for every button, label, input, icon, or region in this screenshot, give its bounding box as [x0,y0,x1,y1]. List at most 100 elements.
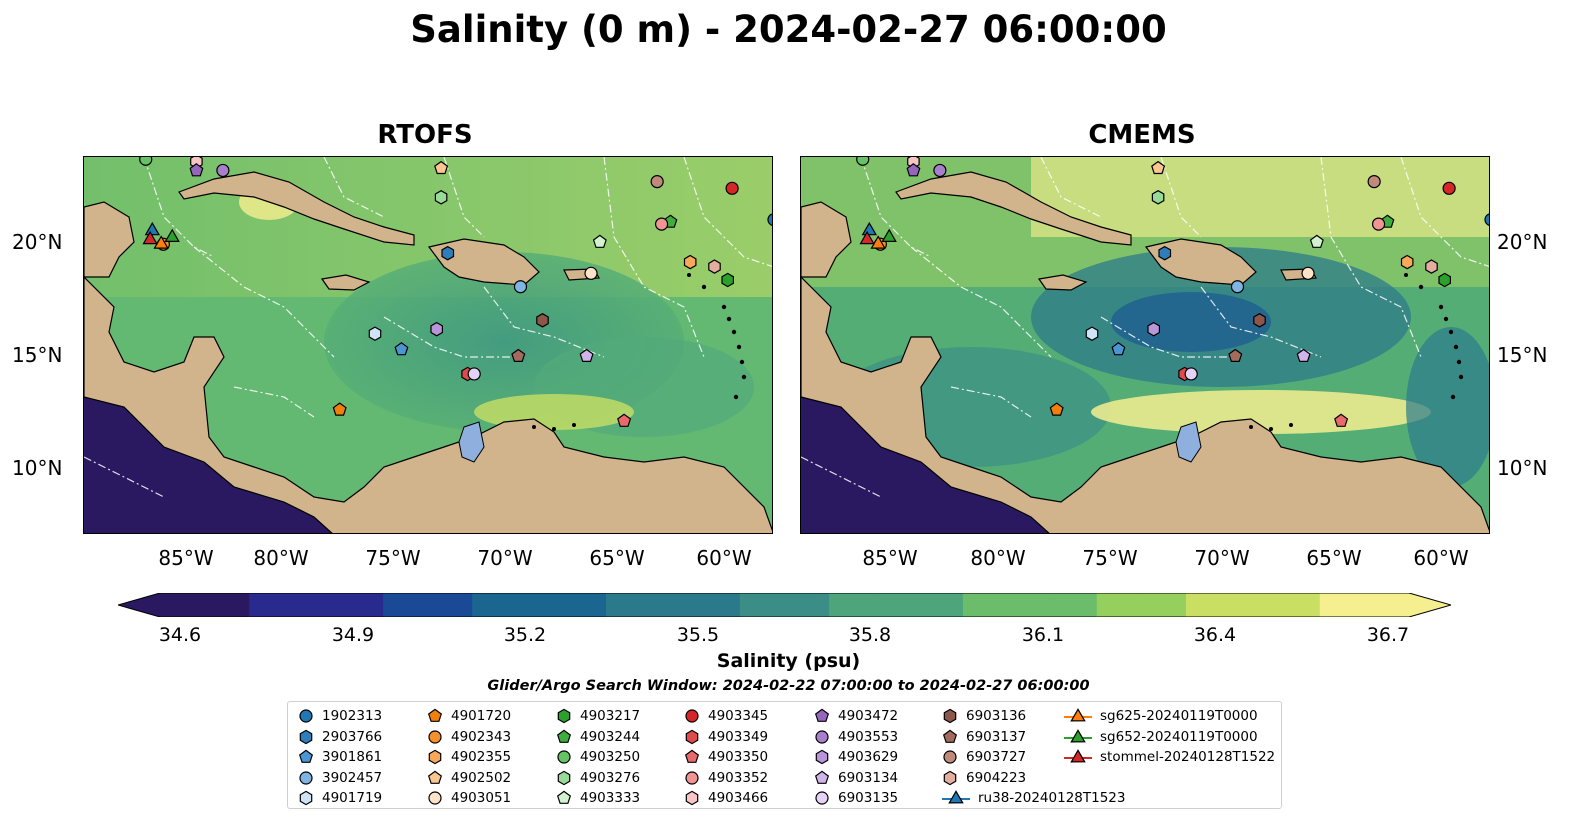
legend-label: 3901861 [322,749,383,766]
land-cuba [895,171,1132,246]
panel-title-cmems: CMEMS [1088,120,1196,150]
legend-marker-icon [428,749,442,765]
colorbar-segment [650,593,696,617]
legend-item: 4903051 [427,788,511,808]
legend-label: 4903217 [580,708,641,724]
pacific-ocean [801,397,1049,533]
sea-surface-northeast [1031,157,1489,237]
map-panel-rtofs[interactable] [83,156,773,534]
colorbar-segment [204,593,250,617]
legend-label: 6903137 [966,728,1027,745]
argo-float-marker [1111,342,1126,356]
legend-item: 3902457 [298,768,382,788]
legend-item: 6903137 [942,727,1026,747]
map-panel-cmems[interactable] [800,156,1490,534]
colorbar [118,593,1451,617]
x-tick-label: 75°W [365,546,421,570]
legend-marker-icon [814,770,830,784]
legend-marker-icon [299,771,313,785]
argo-float-marker [1438,272,1452,288]
colorbar-segment [383,593,429,617]
legend-marker-icon [684,749,700,764]
argo-float-marker [394,342,409,356]
argo-float-marker [434,160,449,175]
eez-boundaries [84,157,772,498]
legend-item: 6903135 [814,788,898,808]
legend-item: 4903345 [684,706,768,726]
legend-label: stommel-20240128T1522 [1100,749,1276,766]
legend-label: 4901719 [322,790,383,807]
observation-markers-cmems [856,157,1489,427]
argo-float-marker [467,367,481,381]
argo-float-marker [139,157,153,166]
colorbar-segment [873,593,919,617]
y-tick-label: 10°N [12,456,63,480]
glider-marker [153,235,169,249]
colorbar-segment [1007,593,1053,617]
x-tick-label: 65°W [1306,546,1362,570]
colorbar-segment [918,593,964,617]
land-jamaica [320,274,371,291]
legend-marker-icon [685,709,699,723]
x-tick-label: 80°W [970,546,1026,570]
colorbar-segment [962,593,1009,617]
legend-marker-icon [428,791,442,805]
legend-item: 2903766 [298,727,382,747]
colorbar-tick-label: 34.6 [158,624,202,646]
colorbar-segment [427,593,473,617]
argo-float-marker [1151,190,1165,205]
legend-item: ru38-20240128T1523 [942,788,1125,808]
argo-float-marker [332,402,347,416]
legend-marker-icon [427,770,443,784]
colorbar-segment [516,593,563,617]
argo-float-marker [368,326,382,341]
legend-marker-icon [427,708,443,722]
argo-float-marker [906,163,921,177]
legend-label: 4903466 [708,790,769,807]
colorbar-segment [606,593,652,617]
legend-label: 4901720 [451,708,512,724]
colorbar-segment [338,593,384,617]
colorbar-segment [1096,593,1142,617]
argo-float-marker [650,175,664,189]
land-yucatan [84,201,135,278]
argo-float-marker [708,259,721,274]
land-jamaica [1037,274,1088,291]
colorbar-segment [1052,593,1098,617]
argo-float-marker [654,217,669,231]
y-tick-label: 20°N [1497,230,1548,254]
land-yucatan [801,201,852,278]
legend-item: 4902502 [427,768,511,788]
legend-item: 4903276 [556,768,640,788]
sea-surface-orinoco [1406,327,1489,487]
observation-markers-rtofs [139,157,772,427]
legend: 1902313 2903766 3901861 3902457 4901719 49017… [287,701,1282,809]
colorbar-segment [293,593,340,617]
colorbar-segment [829,593,875,617]
legend-label: 4903345 [708,708,769,724]
legend-item: 4903250 [556,747,640,767]
argo-float-marker [430,321,443,337]
legend-item: 4901719 [298,788,382,808]
x-tick-label: 60°W [1413,546,1469,570]
argo-float-marker [725,181,739,195]
argo-float-marker [933,163,947,178]
legend-label: 4903051 [451,790,512,807]
argo-float-marker [1367,175,1381,189]
y-tick-label: 10°N [1497,456,1548,480]
legend-item: 3901861 [298,747,382,767]
legend-label: 4903352 [708,769,769,786]
legend-label: sg652-20240119T0000 [1100,728,1258,745]
legend-item: sg625-20240119T0000 [1064,706,1258,726]
argo-float-marker [767,213,772,226]
x-tick-label: 65°W [589,546,645,570]
legend-label: 6903136 [966,708,1027,724]
x-tick-label: 70°W [477,546,533,570]
argo-float-marker [617,413,632,427]
legend-marker-icon [298,749,314,764]
argo-float-marker [189,163,204,177]
colorbar-segment [472,593,518,617]
legend-label: 1902313 [322,708,383,724]
legend-label: sg625-20240119T0000 [1100,708,1258,724]
argo-float-marker [1230,280,1245,294]
